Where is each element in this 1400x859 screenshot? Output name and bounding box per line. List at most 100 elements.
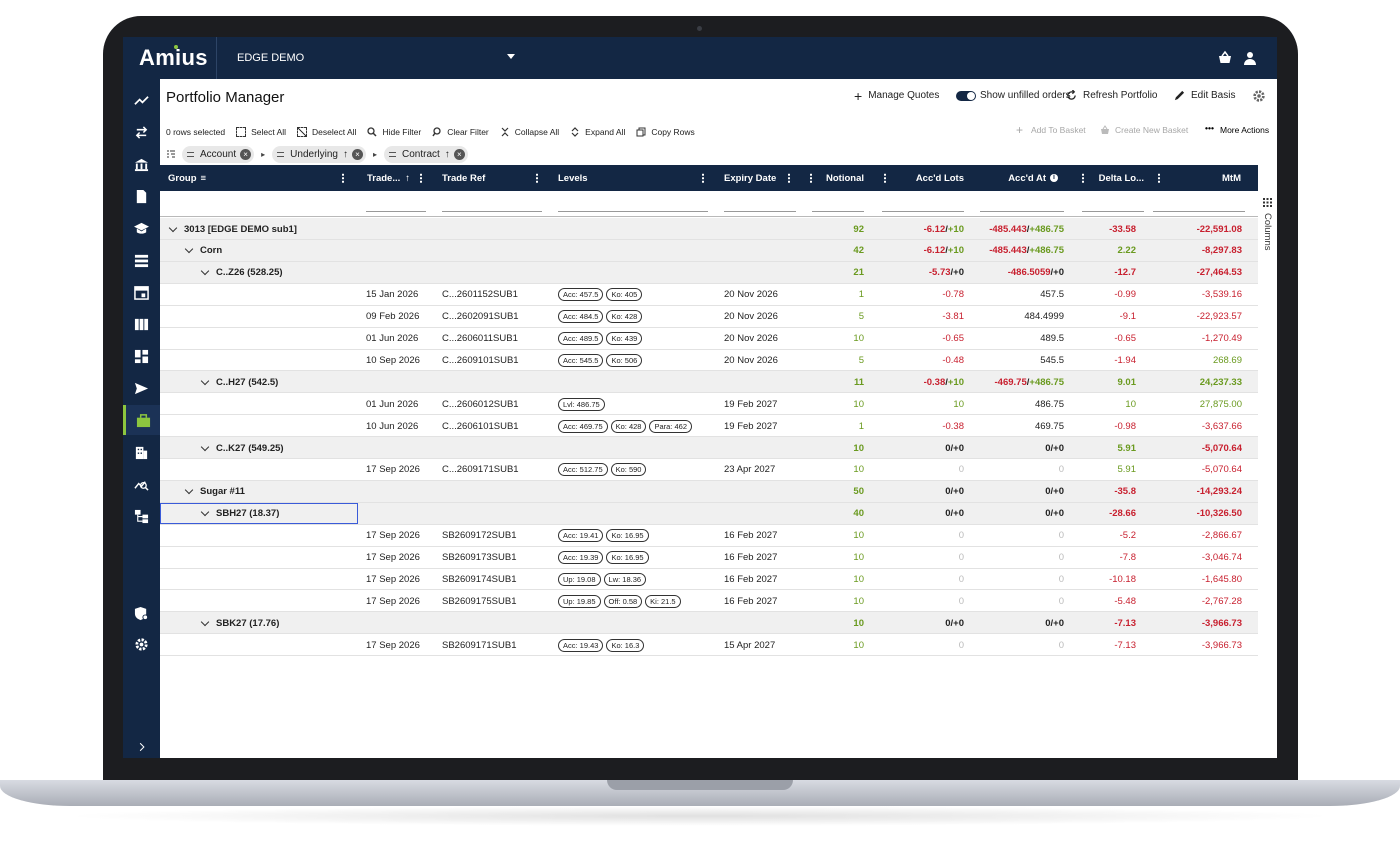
sidebar-expand[interactable]	[123, 737, 160, 757]
chevron-down-icon[interactable]	[184, 486, 194, 495]
columns-side-panel-tab[interactable]: Columns	[1258, 191, 1277, 271]
drag-handle-icon[interactable]	[277, 151, 285, 157]
chevron-down-icon[interactable]	[200, 442, 210, 451]
group-row[interactable]: C..H27 (542.5) 11 -0.38 / +10 -469.75 / +48…	[160, 371, 1258, 394]
column-menu-icon[interactable]	[884, 173, 886, 183]
sidebar-item-hierarchy[interactable]	[123, 501, 160, 531]
deselect-all-button[interactable]: Deselect All	[297, 127, 356, 137]
group-row[interactable]: C..Z26 (528.25) 21 -5.73 / +0 -486.5059 / +…	[160, 261, 1258, 284]
toggle-switch[interactable]	[956, 90, 976, 101]
sidebar-item-learning[interactable]	[123, 213, 160, 243]
expand-all-button[interactable]: Expand All	[570, 127, 625, 137]
sidebar-item-list[interactable]	[123, 245, 160, 275]
group-row[interactable]: C..K27 (549.25) 10 0 / +0 0 / +0 5.91 -5,070.…	[160, 437, 1258, 459]
sidebar-item-transfers[interactable]	[123, 117, 160, 147]
environment-selector[interactable]: EDGE DEMO	[237, 52, 305, 64]
sidebar-item-documents[interactable]	[123, 181, 160, 211]
sidebar-item-send[interactable]	[123, 373, 160, 403]
column-menu-icon[interactable]	[420, 173, 422, 183]
sidebar-item-portfolio[interactable]	[123, 405, 160, 435]
table-row[interactable]: 17 Sep 2026 SB2609173SUB1 Acc: 19.39 Ko: 16…	[160, 547, 1258, 569]
chevron-down-icon[interactable]	[200, 376, 210, 386]
sidebar-item-columns[interactable]	[123, 309, 160, 339]
sidebar-item-analytics[interactable]	[123, 85, 160, 115]
table-row[interactable]: 17 Sep 2026 SB2609175SUB1 Up: 19.85 Off: 0.…	[160, 590, 1258, 613]
chevron-down-icon[interactable]	[200, 267, 210, 276]
refresh-portfolio-button[interactable]: Refresh Portfolio	[1066, 90, 1157, 101]
edit-basis-button[interactable]: Edit Basis	[1174, 90, 1235, 101]
drag-handle-icon[interactable]	[187, 151, 194, 157]
app-logo[interactable]: Amius	[139, 45, 208, 70]
close-icon[interactable]: ×	[351, 148, 363, 160]
show-unfilled-toggle[interactable]: Show unfilled orders	[956, 90, 1071, 101]
table-row[interactable]: 17 Sep 2026 SB2609171SUB1 Acc: 19.43 Ko: 16…	[160, 634, 1258, 657]
filter-input-notional[interactable]	[812, 211, 864, 212]
column-menu-icon[interactable]	[788, 173, 790, 183]
info-icon[interactable]: i	[1050, 174, 1058, 182]
group-row[interactable]: 3013 [EDGE DEMO sub1] 92 -6.12 / +10 -485.4…	[160, 218, 1258, 240]
column-menu-icon[interactable]	[536, 173, 538, 183]
column-header-trade-ref[interactable]: Trade Ref	[436, 165, 544, 191]
manage-quotes-button[interactable]: + Manage Quotes	[854, 89, 939, 103]
sidebar-item-security[interactable]	[123, 598, 160, 628]
sidebar-item-dashboard[interactable]	[123, 341, 160, 371]
drag-handle-icon[interactable]	[388, 151, 396, 157]
column-header-group[interactable]: Group ≡	[160, 165, 350, 191]
chevron-down-icon[interactable]	[184, 245, 194, 254]
column-header-trade-date[interactable]: Trade... ↑	[360, 165, 428, 191]
chevron-down-icon[interactable]	[200, 617, 210, 626]
sidebar-item-chart-search[interactable]	[123, 469, 160, 499]
table-row[interactable]: 01 Jun 2026 C...2606011SUB1 Acc: 489.5 Ko: …	[160, 328, 1258, 350]
group-row[interactable]: SBH27 (18.37) 40 0 / +0 0 / +0 -28.66 -10,326…	[160, 502, 1258, 525]
column-header-accd-at[interactable]: Acc'd At i	[972, 165, 1066, 191]
sidebar-item-bank[interactable]	[123, 149, 160, 179]
filter-input-trade-ref[interactable]	[442, 211, 542, 212]
table-row[interactable]: 10 Sep 2026 C...2609101SUB1 Acc: 545.5 Ko: …	[160, 349, 1258, 372]
column-menu-icon[interactable]	[702, 173, 704, 183]
select-all-button[interactable]: Select All	[236, 127, 286, 137]
filter-input-expiry[interactable]	[724, 211, 796, 212]
copy-rows-button[interactable]: Copy Rows	[636, 127, 695, 137]
filter-input-delta[interactable]	[1082, 211, 1144, 212]
column-menu-icon[interactable]	[810, 173, 812, 183]
column-header-notional[interactable]: Notional	[804, 165, 872, 191]
group-chip-contract[interactable]: Contract ↑ ×	[383, 145, 468, 163]
sidebar-item-calendar[interactable]	[123, 277, 160, 307]
table-row[interactable]: 17 Sep 2026 SB2609172SUB1 Acc: 19.41 Ko: 16…	[160, 525, 1258, 547]
chevron-down-icon[interactable]	[168, 223, 178, 232]
chevron-down-icon[interactable]	[507, 54, 515, 59]
column-menu-icon[interactable]	[342, 173, 344, 183]
group-chip-underlying[interactable]: Underlying ↑ ×	[272, 145, 366, 163]
sidebar-item-company[interactable]	[123, 437, 160, 467]
filter-input-accd-at[interactable]	[980, 211, 1064, 212]
filter-input-levels[interactable]	[558, 211, 708, 212]
table-row[interactable]: 09 Feb 2026 C...2602091SUB1 Acc: 484.5 Ko: …	[160, 306, 1258, 328]
sidebar-item-settings[interactable]	[123, 629, 160, 659]
table-row[interactable]: 10 Jun 2026 C...2606101SUB1 Acc: 469.75 Ko:…	[160, 415, 1258, 438]
close-icon[interactable]: ×	[453, 148, 465, 160]
settings-gear-icon[interactable]	[1252, 89, 1266, 103]
create-basket-button[interactable]: Create New Basket	[1100, 125, 1188, 135]
group-row[interactable]: Sugar #11 50 0 / +0 0 / +0 -35.8 -14,293.24	[160, 480, 1258, 503]
table-row[interactable]: 17 Sep 2026 SB2609174SUB1 Up: 19.08 Lw: 18.…	[160, 568, 1258, 591]
add-to-basket-button[interactable]: + Add To Basket	[1016, 124, 1086, 136]
column-header-accd-lots[interactable]: Acc'd Lots	[874, 165, 966, 191]
column-header-mtm[interactable]: MtM	[1150, 165, 1248, 191]
table-row[interactable]: 17 Sep 2026 C...2609171SUB1 Acc: 512.75 Ko:…	[160, 459, 1258, 481]
user-icon[interactable]	[1242, 50, 1258, 66]
basket-icon[interactable]	[1217, 50, 1233, 66]
clear-filter-button[interactable]: Clear Filter	[432, 127, 489, 137]
column-menu-icon[interactable]	[1082, 173, 1084, 183]
filter-input-mtm[interactable]	[1153, 211, 1245, 212]
column-header-expiry[interactable]: Expiry Date	[718, 165, 796, 191]
collapse-all-button[interactable]: Collapse All	[500, 127, 559, 137]
hide-filter-button[interactable]: Hide Filter	[367, 127, 421, 137]
filter-input-trade-date[interactable]	[366, 211, 426, 212]
more-actions-button[interactable]: ••• More Actions	[1205, 124, 1269, 135]
column-header-levels[interactable]: Levels	[552, 165, 710, 191]
column-menu-icon[interactable]	[1158, 173, 1160, 183]
group-row[interactable]: SBK27 (17.76) 10 0 / +0 0 / +0 -7.13 -3,966.7…	[160, 612, 1258, 635]
table-row[interactable]: 15 Jan 2026 C...2601152SUB1 Acc: 457.5 Ko: …	[160, 284, 1258, 306]
column-header-delta[interactable]: Delta Lo...	[1074, 165, 1146, 191]
close-icon[interactable]: ×	[240, 148, 252, 160]
